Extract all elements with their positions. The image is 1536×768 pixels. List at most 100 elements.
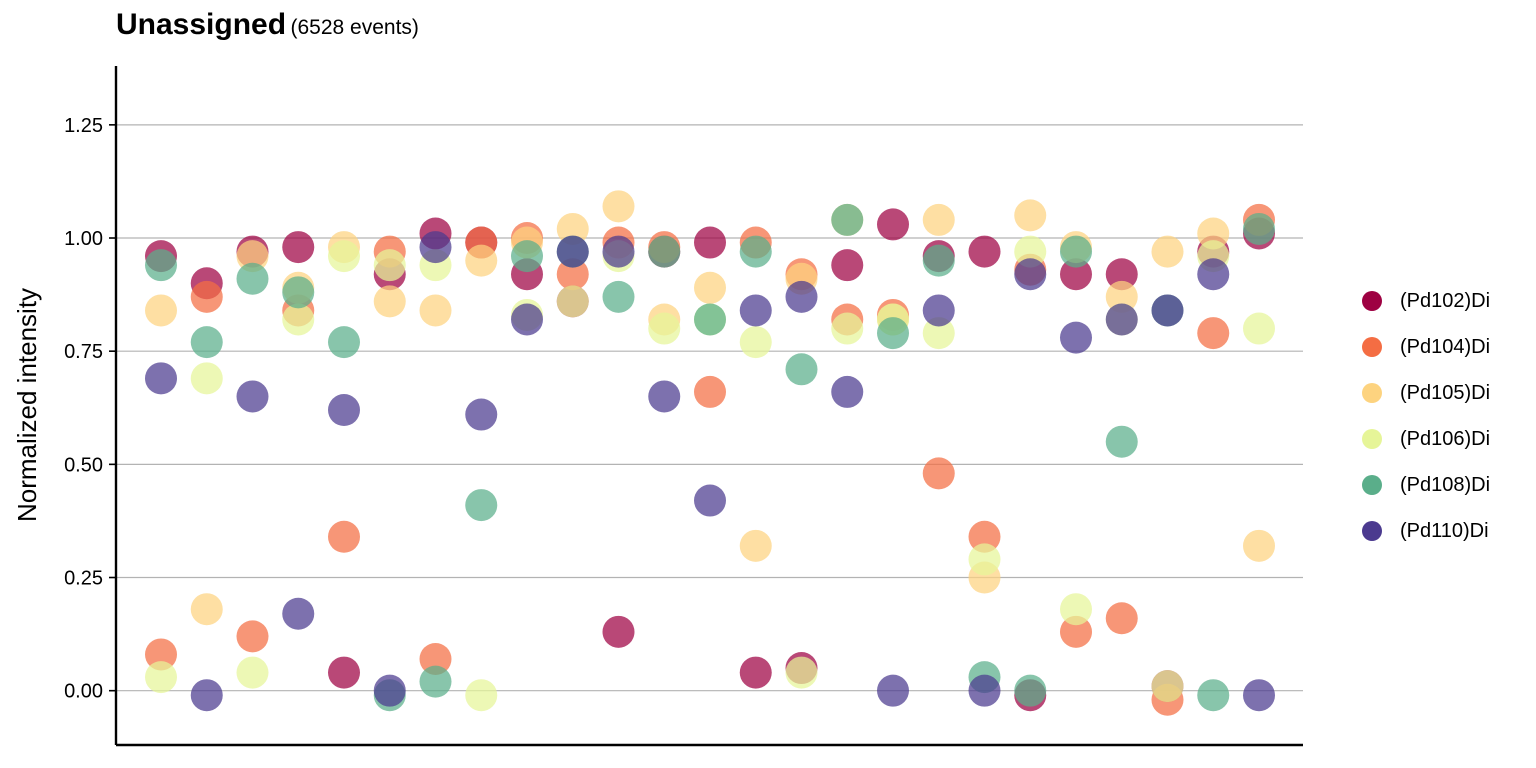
data-point	[739, 235, 772, 268]
data-point	[190, 679, 223, 712]
data-point	[465, 398, 498, 431]
data-point	[1060, 235, 1092, 268]
data-point	[648, 235, 681, 268]
data-point	[282, 303, 315, 336]
data-point	[922, 294, 955, 327]
data-point	[739, 529, 772, 562]
data-point	[922, 317, 955, 350]
data-point	[282, 597, 315, 630]
data-point	[419, 665, 452, 698]
data-point	[236, 262, 269, 295]
data-point	[1060, 321, 1092, 354]
legend-item: (Pd110)Di	[1362, 508, 1490, 554]
data-point	[465, 489, 498, 522]
data-point	[1197, 217, 1230, 250]
data-point	[328, 240, 360, 273]
data-point	[602, 280, 635, 313]
data-point	[877, 208, 909, 241]
data-point	[465, 679, 498, 712]
legend-label: (Pd106)Di	[1400, 427, 1491, 450]
data-point	[1243, 679, 1275, 712]
y-tick-label: 0.00	[64, 681, 103, 703]
data-point	[556, 285, 589, 318]
data-point	[831, 312, 864, 345]
data-point	[328, 326, 360, 359]
data-point	[328, 394, 360, 427]
legend-label: (Pd110)Di	[1400, 519, 1489, 542]
data-point	[373, 285, 406, 318]
data-point	[922, 457, 955, 490]
data-point	[968, 235, 1001, 268]
data-point	[1197, 317, 1230, 350]
data-point	[785, 353, 818, 386]
data-point	[694, 303, 726, 336]
data-point	[1105, 280, 1138, 313]
data-point	[1105, 602, 1138, 635]
data-point	[1151, 294, 1184, 327]
legend-swatch	[1362, 337, 1382, 357]
data-point	[236, 240, 269, 273]
legend-item: (Pd102)Di	[1362, 278, 1490, 324]
y-tick-label: 0.75	[64, 341, 103, 363]
legend-label: (Pd104)Di	[1400, 335, 1491, 358]
data-point	[1105, 258, 1138, 291]
data-point	[145, 362, 177, 395]
data-point	[1243, 312, 1275, 345]
data-point	[328, 520, 360, 553]
chart-title: Unassigned (6528 events)	[116, 8, 419, 42]
data-point	[1197, 679, 1230, 712]
data-point	[1197, 258, 1230, 291]
data-point	[785, 656, 818, 689]
data-point	[739, 656, 772, 689]
data-point	[602, 190, 635, 223]
data-point	[511, 303, 543, 336]
data-point	[1151, 235, 1184, 268]
data-point	[373, 674, 406, 707]
legend-swatch	[1362, 475, 1382, 495]
data-point	[145, 661, 177, 694]
data-point	[236, 620, 269, 653]
data-point	[694, 226, 726, 259]
data-point	[968, 520, 1001, 553]
y-tick-label: 1.00	[64, 228, 103, 250]
y-tick-label: 0.25	[64, 568, 103, 590]
data-point	[785, 280, 818, 313]
data-point	[511, 240, 543, 273]
data-point	[556, 258, 589, 291]
data-point	[328, 656, 360, 689]
data-point	[694, 375, 726, 408]
legend-label: (Pd108)Di	[1400, 473, 1491, 496]
legend: (Pd102)Di (Pd104)Di (Pd105)Di (Pd106)Di (Pd1…	[1362, 278, 1490, 554]
legend-item: (Pd105)Di	[1362, 370, 1490, 416]
legend-item: (Pd106)Di	[1362, 416, 1490, 462]
data-point	[877, 674, 909, 707]
data-point	[1014, 199, 1047, 232]
data-point	[877, 317, 909, 350]
data-point	[282, 276, 315, 309]
data-point	[694, 484, 726, 517]
data-point	[739, 326, 772, 359]
legend-swatch	[1362, 429, 1382, 449]
data-point	[831, 249, 864, 282]
data-point	[145, 294, 177, 327]
data-point	[831, 203, 864, 236]
legend-swatch	[1362, 383, 1382, 403]
data-point	[694, 271, 726, 304]
data-point	[1014, 674, 1047, 707]
data-point	[190, 593, 223, 626]
data-point	[190, 362, 223, 395]
legend-swatch	[1362, 291, 1382, 311]
data-point	[1243, 529, 1275, 562]
data-point	[373, 249, 406, 282]
legend-label: (Pd102)Di	[1400, 289, 1491, 312]
data-point	[282, 231, 315, 264]
y-axis-title: Normalized intensity	[12, 288, 42, 522]
data-point	[602, 235, 635, 268]
data-point	[922, 244, 955, 277]
data-point	[1243, 212, 1275, 245]
data-point	[145, 249, 177, 282]
y-tick-label: 1.25	[64, 115, 103, 137]
data-point	[419, 231, 452, 264]
data-point	[1014, 235, 1047, 268]
data-point	[465, 244, 498, 277]
